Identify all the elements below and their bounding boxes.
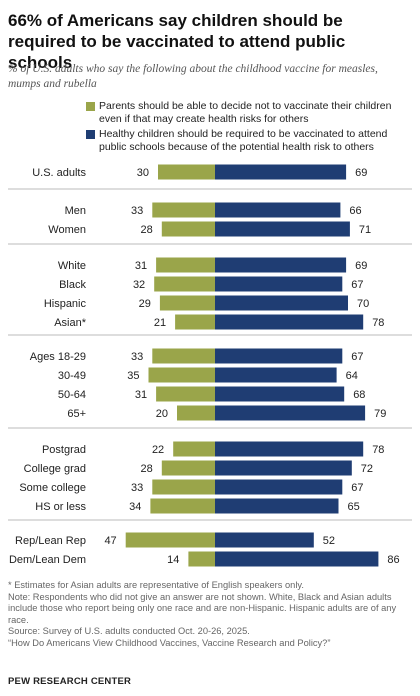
legend-swatch-required <box>86 130 95 139</box>
row-label: U.S. adults <box>32 167 86 179</box>
bar-required <box>215 441 364 457</box>
bar-required <box>215 405 366 421</box>
bar-parents-decide <box>152 202 215 218</box>
value-label-parents: 33 <box>131 205 143 217</box>
value-label-parents: 30 <box>137 167 149 179</box>
source-note: Source: Survey of U.S. adults conducted … <box>8 626 250 636</box>
bar-required <box>215 276 343 292</box>
value-label-parents: 31 <box>135 389 147 401</box>
row-label: Dem/Lean Dem <box>9 554 86 566</box>
row-label: Rep/Lean Rep <box>15 535 86 547</box>
value-label-required: 64 <box>346 370 358 382</box>
bar-required <box>215 202 341 218</box>
bar-parents-decide <box>158 164 215 180</box>
value-label-parents: 34 <box>129 501 141 513</box>
bar-required <box>215 257 347 273</box>
chart-title: 66% of Americans say children should be … <box>8 11 346 72</box>
asterisk-note: * Estimates for Asian adults are represe… <box>8 580 304 590</box>
legend-label-parents: Parents should be able to decide not to … <box>99 100 392 125</box>
value-label-parents: 28 <box>141 224 153 236</box>
bar-parents-decide <box>175 314 215 330</box>
row-label: Men <box>65 205 86 217</box>
value-label-parents: 20 <box>156 408 168 420</box>
value-label-required: 72 <box>361 463 373 475</box>
value-label-parents: 32 <box>133 279 145 291</box>
row-label: HS or less <box>35 501 86 513</box>
value-label-required: 78 <box>372 317 384 329</box>
bar-parents-decide <box>152 348 215 364</box>
value-label-required: 67 <box>351 482 363 494</box>
value-label-required: 71 <box>359 224 371 236</box>
row-label: 30-49 <box>58 370 86 382</box>
report-title: “How Do Americans View Childhood Vaccine… <box>8 637 331 648</box>
bar-parents-decide <box>161 221 215 237</box>
chart-notes: * Estimates for Asian adults are represe… <box>8 580 412 649</box>
row-label: Ages 18-29 <box>30 351 86 363</box>
row-label: 50-64 <box>58 389 86 401</box>
value-label-parents: 35 <box>127 370 139 382</box>
row-label: Asian* <box>54 317 87 329</box>
bar-required <box>215 367 337 383</box>
row-label: Women <box>48 224 86 236</box>
brand-logo-text: PEW RESEARCH CENTER <box>8 676 132 687</box>
bar-required <box>215 295 348 311</box>
row-label: 65+ <box>67 408 86 420</box>
row-label: White <box>58 260 86 272</box>
value-label-parents: 33 <box>131 351 143 363</box>
value-label-required: 69 <box>355 260 367 272</box>
value-label-parents: 21 <box>154 317 166 329</box>
row-label: Some college <box>19 482 86 494</box>
legend-label-required: Healthy children should be required to b… <box>99 128 388 153</box>
value-label-parents: 29 <box>139 298 151 310</box>
value-label-required: 68 <box>353 389 365 401</box>
value-label-required: 79 <box>374 408 386 420</box>
value-label-required: 78 <box>372 444 384 456</box>
bar-parents-decide <box>173 441 215 457</box>
value-label-parents: 14 <box>167 554 179 566</box>
value-label-required: 67 <box>351 351 363 363</box>
bar-parents-decide <box>161 460 215 476</box>
bar-parents-decide <box>150 498 215 514</box>
value-label-parents: 31 <box>135 260 147 272</box>
value-label-required: 66 <box>349 205 361 217</box>
row-label: College grad <box>24 463 86 475</box>
value-label-parents: 22 <box>152 444 164 456</box>
value-label-parents: 28 <box>141 463 153 475</box>
value-label-required: 52 <box>323 535 335 547</box>
bar-required <box>215 221 350 237</box>
bar-parents-decide <box>148 367 215 383</box>
legend-swatch-parents <box>86 102 95 111</box>
bar-required <box>215 479 343 495</box>
bar-required <box>215 314 364 330</box>
bar-parents-decide <box>156 257 215 273</box>
bar-required <box>215 498 339 514</box>
chart-subtitle: % of U.S. adults who say the following a… <box>8 63 378 90</box>
bar-required <box>215 460 352 476</box>
value-label-required: 70 <box>357 298 369 310</box>
bar-required <box>215 164 347 180</box>
row-label: Black <box>59 279 86 291</box>
bar-parents-decide <box>152 479 215 495</box>
value-label-parents: 47 <box>104 535 116 547</box>
method-note: Note: Respondents who did not give an an… <box>8 591 397 625</box>
value-label-required: 86 <box>387 554 399 566</box>
bar-parents-decide <box>125 532 215 548</box>
bar-parents-decide <box>188 551 215 567</box>
value-label-required: 67 <box>351 279 363 291</box>
row-label: Hispanic <box>44 298 87 310</box>
row-label: Postgrad <box>42 444 86 456</box>
bar-parents-decide <box>156 386 215 402</box>
value-label-parents: 33 <box>131 482 143 494</box>
bar-chart: U.S. adults 30 69 Men 33 66 Women 28 71 White 31 69… <box>8 164 412 567</box>
bar-parents-decide <box>177 405 215 421</box>
value-label-required: 65 <box>348 501 360 513</box>
bar-parents-decide <box>154 276 215 292</box>
bar-required <box>215 348 343 364</box>
bar-parents-decide <box>159 295 215 311</box>
bar-required <box>215 532 314 548</box>
bar-required <box>215 551 379 567</box>
bar-required <box>215 386 345 402</box>
value-label-required: 69 <box>355 167 367 179</box>
